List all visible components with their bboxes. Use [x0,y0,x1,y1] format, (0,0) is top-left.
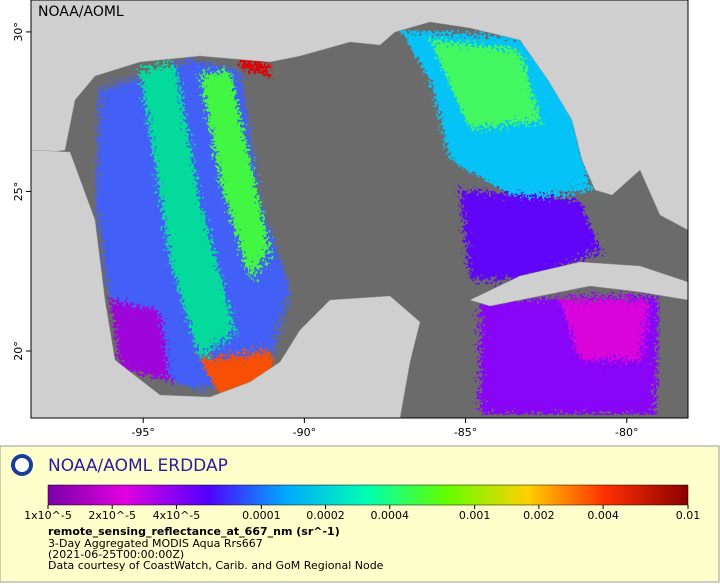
colorbar-label: 0.0004 [371,509,410,522]
colorbar-label: 0.0001 [242,509,281,522]
colorbar-label: 0.004 [587,509,619,522]
y-tick-label: 20° [12,341,25,361]
x-tick-label: -85° [454,426,477,439]
info-line: Data courtesy of CoastWatch, Carib. and … [48,559,384,572]
colorbar-label: 0.001 [459,509,491,522]
colorbar-label: 1x10^-5 [24,509,72,522]
x-tick-label: -80° [615,426,638,439]
colorbar-label: 2x10^-5 [88,509,136,522]
colorbar-label: 4x10^-5 [153,509,201,522]
variable: remote_sensing_reflectance_at_667_nm (sr… [48,525,340,538]
colorbar-label: 0.0002 [306,509,345,522]
x-tick-label: -90° [293,426,316,439]
colorbar-label: 0.002 [523,509,555,522]
y-tick-label: 30° [12,22,25,42]
brand: NOAA/AOML ERDDAP [48,456,228,476]
colorbar [47,484,689,506]
map [31,0,688,418]
x-tick-label: -95° [131,426,154,439]
colorbar-label: 0.01 [676,509,701,522]
y-tick-label: 25° [12,182,25,202]
info-line: (2021-06-25T00:00:00Z) [48,548,184,561]
map-credit: NOAA/AOML [38,4,124,20]
info-line: 3-Day Aggregated MODIS Aqua Rrs667 [48,537,263,550]
legend-panel [0,445,720,583]
